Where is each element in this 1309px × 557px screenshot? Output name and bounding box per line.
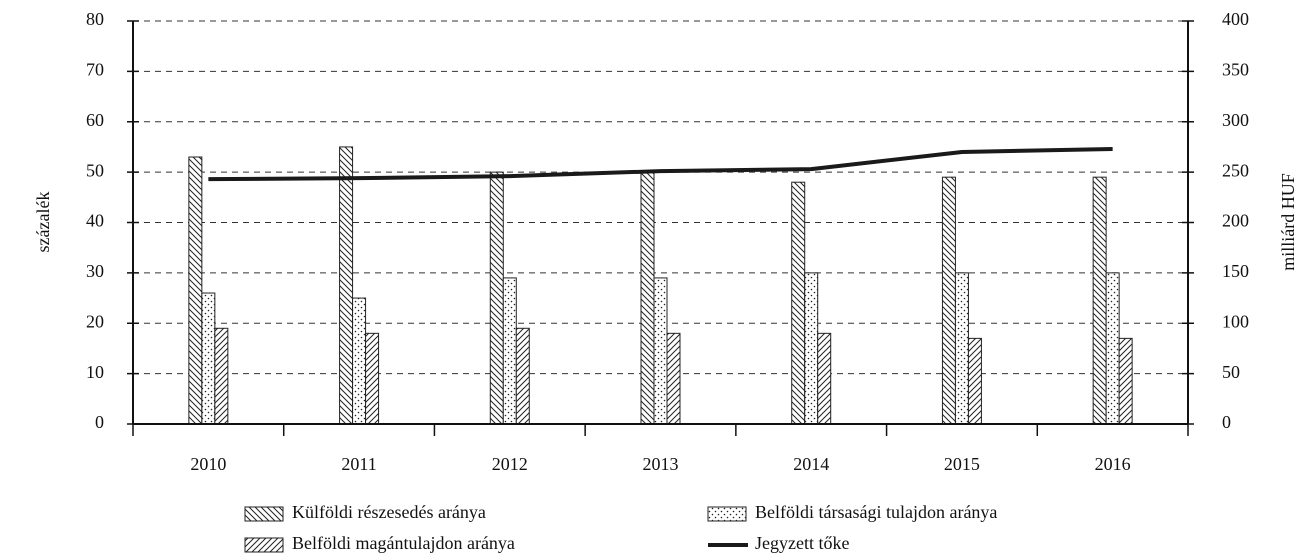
bar	[489, 171, 504, 425]
y-tick-label: 40	[86, 211, 104, 231]
y2-tick-label: 100	[1222, 311, 1249, 331]
y-tick-label: 0	[95, 412, 104, 432]
bar	[188, 156, 203, 425]
y2-tick-label: 250	[1222, 160, 1249, 180]
x-tick-label: 2012	[492, 454, 528, 474]
bar	[515, 327, 530, 425]
bar	[954, 272, 969, 425]
bar	[804, 272, 819, 425]
y-tick-label: 30	[86, 261, 104, 281]
line	[208, 146, 1113, 182]
bar	[817, 332, 832, 425]
bar	[214, 327, 229, 425]
y2-tick-label: 300	[1222, 110, 1249, 130]
x-tick-label: 2016	[1095, 454, 1131, 474]
legend-label: Belföldi magántulajdon aránya	[292, 533, 515, 553]
y-tick-label: 80	[86, 9, 104, 29]
bar	[1118, 337, 1133, 425]
y-tick-label: 70	[86, 60, 104, 80]
bar	[640, 171, 655, 425]
legend-swatch	[244, 537, 284, 553]
bar	[201, 292, 216, 425]
bar	[653, 277, 668, 425]
bar	[791, 181, 806, 425]
y-tick-label: 10	[86, 362, 104, 382]
x-tick-label: 2013	[643, 454, 679, 474]
x-tick-label: 2014	[793, 454, 829, 474]
y-tick-label: 50	[86, 160, 104, 180]
bar	[941, 176, 956, 425]
y2-tick-label: 150	[1222, 261, 1249, 281]
bar	[339, 146, 354, 425]
legend-label: Külföldi részesedés aránya	[292, 502, 486, 522]
y-tick-label: 20	[86, 311, 104, 331]
legend-label: Belföldi társasági tulajdon aránya	[755, 502, 997, 522]
legend-swatch	[244, 506, 284, 522]
bar	[365, 332, 380, 425]
y2-tick-label: 350	[1222, 60, 1249, 80]
y2-axis-title: milliárd HUF	[1278, 173, 1298, 271]
legend-label: Jegyzett tőke	[755, 533, 849, 553]
y2-tick-label: 200	[1222, 211, 1249, 231]
x-tick-label: 2011	[341, 454, 376, 474]
bar	[666, 332, 681, 425]
y2-tick-label: 50	[1222, 362, 1240, 382]
bar	[502, 277, 517, 425]
x-tick-label: 2015	[944, 454, 980, 474]
y2-tick-label: 0	[1222, 412, 1231, 432]
y-axis-title: százalék	[33, 192, 53, 253]
x-tick-label: 2010	[190, 454, 226, 474]
legend-swatch	[707, 506, 747, 522]
bar	[352, 297, 367, 425]
y2-tick-label: 400	[1222, 9, 1249, 29]
bar	[967, 337, 982, 425]
bar	[1092, 176, 1107, 425]
bar	[1105, 272, 1120, 425]
y-tick-label: 60	[86, 110, 104, 130]
